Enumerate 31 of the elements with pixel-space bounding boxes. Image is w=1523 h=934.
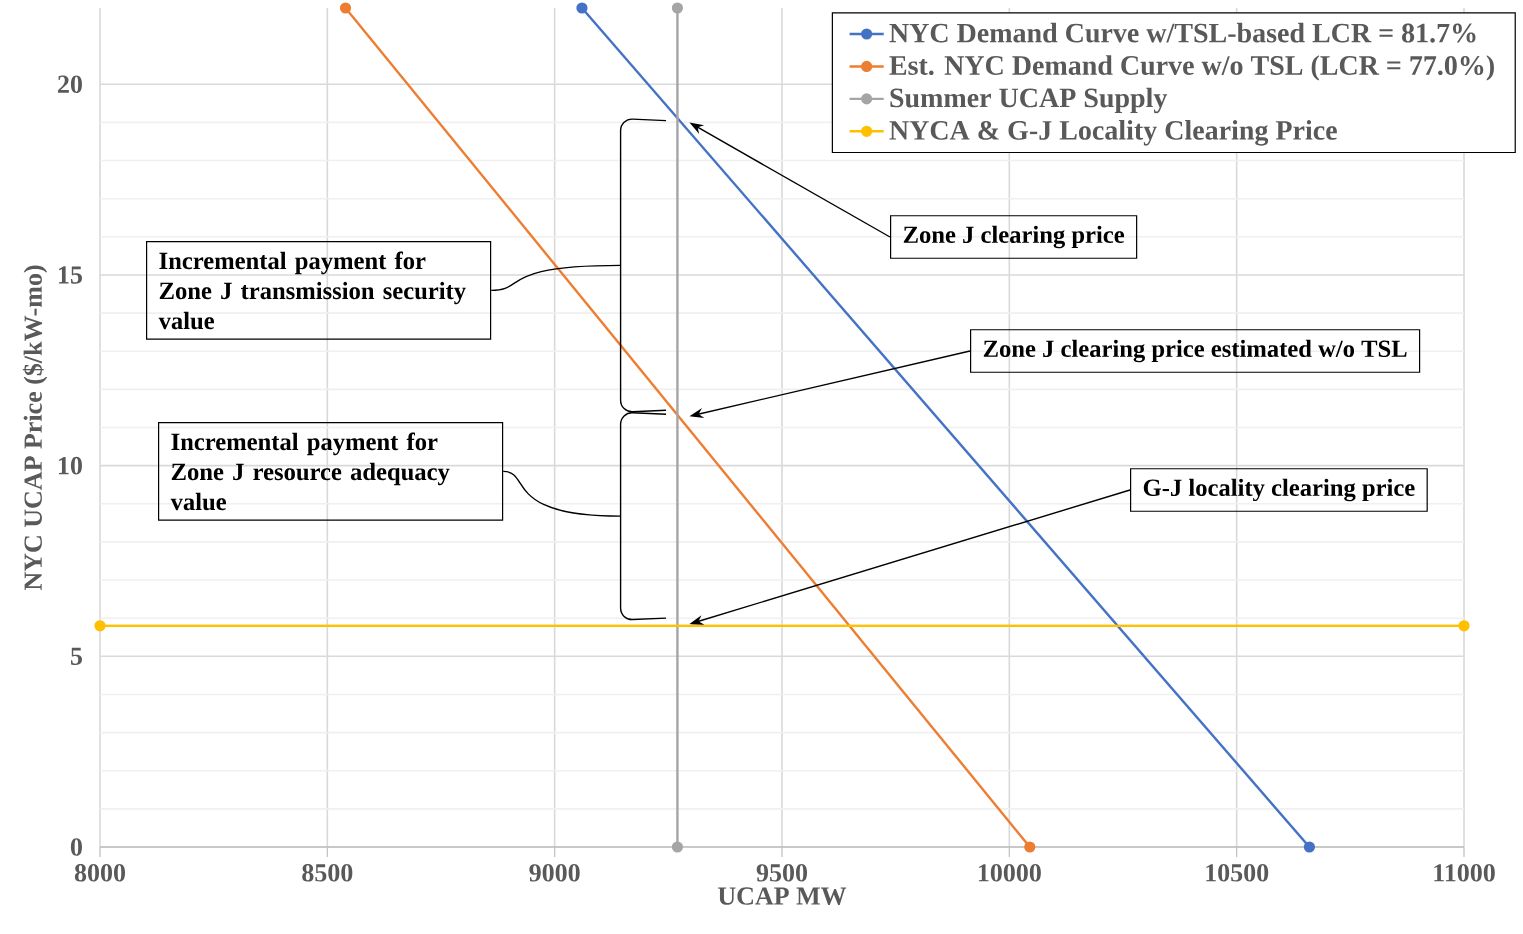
legend-label: Summer UCAP Supply	[890, 87, 1168, 114]
annotation: G-J locality clearing price	[1143, 478, 1415, 502]
y-tick-label: 20	[58, 75, 82, 94]
point	[576, 2, 588, 14]
y-tick-label: 10	[59, 456, 82, 475]
x-axis-title: UCAP MW	[718, 887, 847, 905]
legend-label: NYC Demand Curve w/TSL-based LCR = 81.7%	[889, 22, 1476, 43]
x-tick-label: 11000	[1434, 864, 1495, 882]
x-tick-label: 10500	[1206, 864, 1269, 882]
point	[671, 841, 684, 853]
x-tick-label: 9500	[756, 864, 808, 882]
point	[1303, 841, 1316, 853]
point	[671, 2, 684, 14]
point	[1458, 620, 1470, 632]
annotation: Zone J clearing price	[903, 225, 1125, 249]
x-tick-label: 9000	[529, 864, 580, 882]
legend-label: Est. NYC Demand Curve w/o TSL (LCR = 77.0%)	[889, 55, 1494, 81]
annotation: Zone J clearing price estimated w/o TSL	[983, 339, 1407, 363]
legend-label: NYCA & G-J Locality Clearing Price	[889, 120, 1337, 146]
y-tick-label: 0	[70, 838, 82, 856]
y-tick-label: 5	[70, 647, 82, 665]
point	[1024, 841, 1036, 853]
annotation: Incremental payment for Zone J resource adequacy value	[170, 432, 450, 511]
x-tick-label: 8500	[302, 864, 353, 882]
y-tick-label: 15	[59, 266, 82, 284]
annotation: Incremental payment for Zone J transmission security value	[158, 251, 466, 330]
x-tick-label: 10000	[978, 864, 1041, 882]
y-axis-title: NYC UCAP Price ($/kW-mo)	[22, 265, 48, 591]
point	[94, 620, 106, 632]
x-tick-label: 8000	[74, 864, 126, 882]
point	[339, 2, 352, 14]
